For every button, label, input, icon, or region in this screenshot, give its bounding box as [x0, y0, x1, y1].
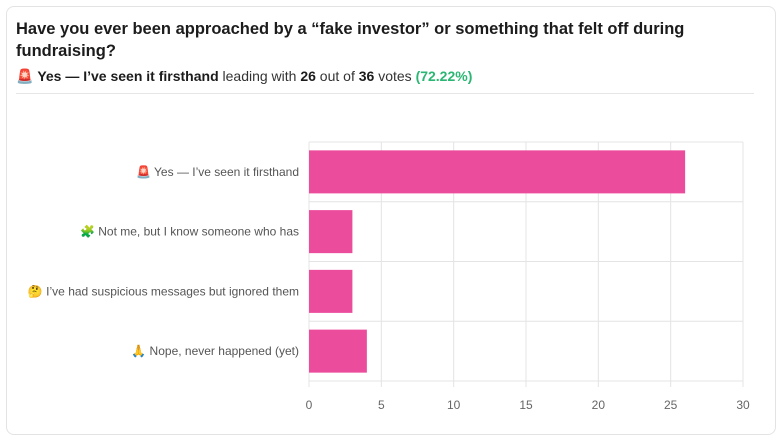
poll-summary: 🚨 Yes — I’ve seen it firsthand leading w…: [16, 66, 756, 86]
category-label: 🧩 Not me, but I know someone who has: [80, 225, 299, 239]
poll-question: Have you ever been approached by a “fake…: [16, 20, 685, 60]
leader-percent: (72.22%): [415, 68, 473, 84]
category-label: 🙏 Nope, never happened (yet): [131, 344, 299, 358]
out-of-text: out of: [315, 68, 359, 84]
leader-emoji: 🚨: [16, 68, 34, 84]
total-votes: 36: [358, 68, 375, 84]
x-tick-label: 30: [736, 398, 750, 412]
category-label: 🤔 I’ve had suspicious messages but ignor…: [28, 284, 299, 298]
votes-text: votes: [374, 68, 416, 84]
x-tick-label: 10: [447, 398, 461, 412]
leader-votes: 26: [300, 68, 316, 84]
x-tick-label: 0: [306, 398, 313, 412]
x-tick-label: 5: [378, 398, 385, 412]
bar: [309, 329, 367, 373]
x-tick-label: 20: [592, 398, 606, 412]
bar: [309, 269, 353, 313]
category-label: 🚨 Yes — I’ve seen it firsthand: [136, 165, 299, 179]
x-tick-label: 25: [664, 398, 678, 412]
summary-divider: [16, 93, 754, 94]
poll-card: [6, 6, 776, 435]
bar: [309, 210, 353, 254]
leading-with-text: leading with: [218, 68, 301, 84]
leader-label: Yes — I’ve seen it firsthand: [37, 68, 219, 84]
x-tick-label: 15: [519, 398, 533, 412]
bar: [309, 150, 686, 194]
